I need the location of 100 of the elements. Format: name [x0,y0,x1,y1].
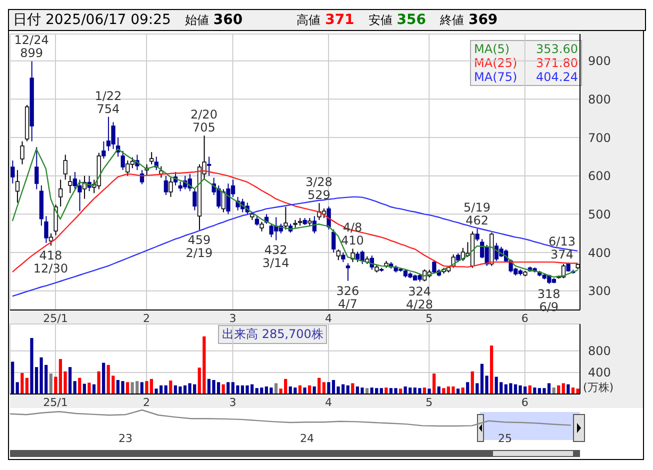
x-tick-label: 6 [521,312,528,325]
bar [226,382,230,394]
bar [318,378,321,394]
candlestick [34,146,39,190]
bar [68,367,72,394]
candlestick [48,232,54,246]
bar [54,376,58,394]
y-tick-label: 700 [588,130,611,145]
candlestick [10,160,15,184]
bar [552,388,556,394]
bar [274,383,278,394]
bar [11,362,14,394]
x-tick-label: 3 [229,396,236,409]
annotation: 418 12/30 [33,248,68,276]
bar [164,385,168,394]
text: 終値 369 [440,12,498,28]
bar [322,382,326,394]
bar [470,371,474,394]
x-tick-label: 4 [325,396,332,409]
candlestick [254,216,260,226]
bar [398,388,402,394]
text: MA(75) [474,70,518,84]
candlestick [20,140,24,165]
chart-title: 出来高 285,700株 [218,325,328,344]
x-tick-label: 25/1 [43,312,68,325]
bar [428,388,431,394]
candlestick [332,229,336,253]
bar [490,346,494,394]
candlestick [206,156,212,176]
text: MA(5) [474,42,510,56]
annotation: 12/24 899 [14,33,49,60]
bar [97,371,100,394]
bar [78,378,82,394]
bar [562,383,565,394]
bar [169,380,172,394]
y-tick-label: 800 [588,344,611,358]
x-tick-label: 24 [300,432,314,445]
bar [432,374,436,394]
annotation: 371.80 [536,56,578,70]
annotation: 1/22 754 [94,88,122,116]
bar [327,382,330,394]
bar [140,382,144,394]
y-tick-label: 300 [588,284,611,298]
candlestick [336,248,340,261]
candlestick [120,150,125,171]
bar [73,381,76,394]
bar [461,388,464,394]
bar [528,385,532,394]
chart-title: 日付 2025/06/17 09:25 [13,11,171,29]
annotation: 353.60 [536,42,578,56]
x-tick-label: 5 [426,396,433,409]
candlestick [150,152,154,165]
x-tick-label: 2 [143,396,150,409]
annotation: 459 2/19 [186,232,213,260]
annotation: 326 4/7 [336,284,360,311]
y-tick-label: 600 [588,169,611,184]
text: 安値 356 [368,12,426,28]
x-tick-label: 2 [143,312,150,325]
bar [346,385,350,394]
y-tick-label: 400 [588,366,611,380]
text: 始値 360 [184,12,243,28]
y-tick-label: 500 [588,207,611,222]
bar [49,374,52,394]
candlestick [15,170,20,204]
candlestick [102,140,106,160]
bar [422,388,426,394]
annotation: 6/13 374 [548,234,576,262]
annotation: 404.24 [536,70,578,84]
bar [16,382,19,394]
annotation: 432 3/14 [262,243,290,270]
candlestick [68,175,72,194]
bar [351,383,354,394]
x-tick-label: 5 [426,312,433,325]
bar [298,385,302,394]
bar [476,383,479,394]
annotation: 3/28 529 [305,175,332,202]
x-tick-label: 25 [498,432,512,445]
candlestick [284,206,288,230]
text: 高値 371 [296,12,354,28]
bar [82,384,86,394]
x-tick-label: 4 [325,312,332,325]
x-tick-label: 23 [118,432,132,445]
bar [557,385,560,394]
bar [20,373,24,394]
candlestick [326,206,331,230]
bar [533,388,536,394]
candlestick [192,188,197,211]
y-axis-title: (万株) [583,380,614,395]
bar [102,362,106,394]
candlestick [63,154,68,180]
candlestick [475,228,480,242]
bar [88,382,91,394]
text: MA(25) [474,56,518,70]
y-tick-label: 900 [588,54,611,68]
bar [145,381,148,394]
candlestick [346,262,350,282]
bar [466,382,470,394]
candlestick [164,175,168,196]
candlestick [58,179,63,207]
bar [384,388,388,394]
